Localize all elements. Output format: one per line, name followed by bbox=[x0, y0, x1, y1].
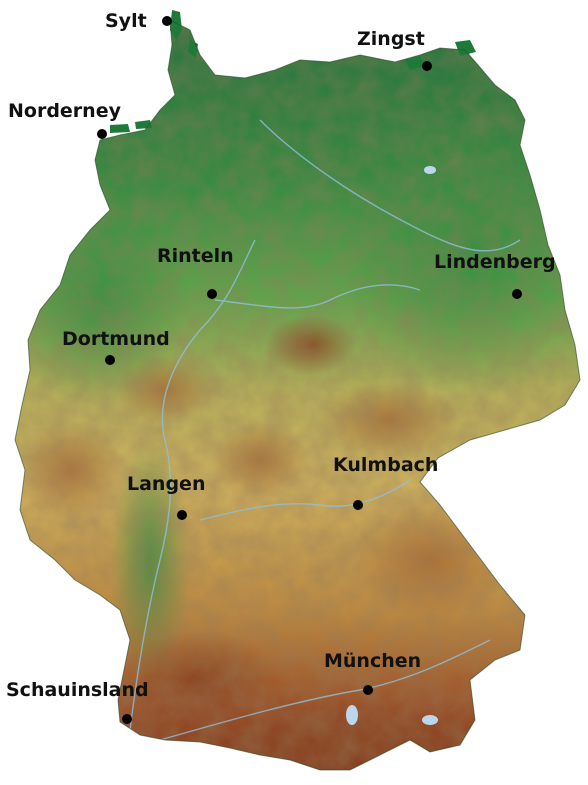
city-label-norderney: Norderney bbox=[8, 100, 122, 122]
city-dot-schauinsland bbox=[122, 714, 132, 724]
city-marker-dortmund: Dortmund bbox=[62, 328, 170, 365]
city-dot-sylt bbox=[162, 16, 172, 26]
city-label-schauinsland: Schauinsland bbox=[6, 679, 149, 701]
city-marker-lindenberg: Lindenberg bbox=[434, 251, 556, 299]
city-marker-norderney: Norderney bbox=[8, 100, 122, 139]
city-marker-rinteln: Rinteln bbox=[157, 245, 234, 299]
cities-layer: Sylt Zingst Norderney Rinteln Lindenberg Dort… bbox=[6, 10, 556, 724]
islands bbox=[110, 10, 476, 133]
city-marker-sylt: Sylt bbox=[105, 10, 172, 32]
country-outline bbox=[14, 19, 581, 771]
city-label-kulmbach: Kulmbach bbox=[333, 454, 438, 476]
city-marker-langen: Langen bbox=[127, 473, 205, 520]
city-marker-zingst: Zingst bbox=[357, 28, 432, 71]
city-dot-lindenberg bbox=[512, 289, 522, 299]
city-dot-rinteln bbox=[207, 289, 217, 299]
city-label-sylt: Sylt bbox=[105, 10, 147, 32]
city-marker-m-nchen: München bbox=[324, 650, 421, 695]
city-marker-schauinsland: Schauinsland bbox=[6, 679, 149, 724]
city-dot-norderney bbox=[97, 129, 107, 139]
city-dot-kulmbach bbox=[353, 500, 363, 510]
city-dot-zingst bbox=[422, 61, 432, 71]
city-label-zingst: Zingst bbox=[357, 28, 425, 50]
city-label-dortmund: Dortmund bbox=[62, 328, 170, 350]
city-marker-kulmbach: Kulmbach bbox=[333, 454, 438, 510]
city-dot-langen bbox=[177, 510, 187, 520]
city-dot-dortmund bbox=[105, 355, 115, 365]
city-dot-m-nchen bbox=[363, 685, 373, 695]
city-label-m-nchen: München bbox=[324, 650, 421, 672]
city-label-lindenberg: Lindenberg bbox=[434, 251, 556, 273]
city-label-rinteln: Rinteln bbox=[157, 245, 234, 267]
city-label-langen: Langen bbox=[127, 473, 205, 495]
